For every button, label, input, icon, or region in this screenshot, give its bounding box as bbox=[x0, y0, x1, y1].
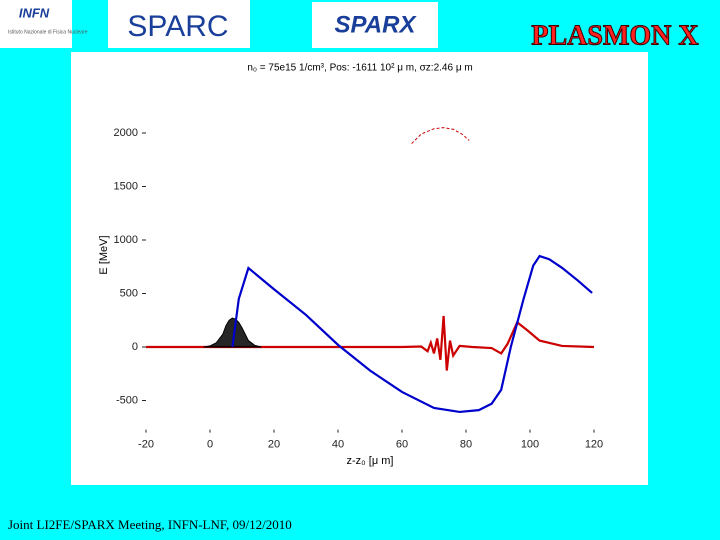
footer: Joint LI2FE/SPARX Meeting, INFN-LNF, 09/… bbox=[8, 517, 292, 532]
y-tick-label: 1500 bbox=[114, 180, 138, 192]
x-axis-label: z-z₀ [μ m] bbox=[347, 455, 394, 467]
x-tick-label: 100 bbox=[521, 439, 539, 451]
sparc-logo: SPARC bbox=[127, 10, 228, 43]
y-tick-label: 500 bbox=[120, 287, 138, 299]
y-tick-label: 0 bbox=[132, 341, 138, 353]
series-line bbox=[231, 254, 593, 414]
x-tick-label: -20 bbox=[138, 439, 154, 451]
sparx-logo: SPARX bbox=[335, 11, 418, 38]
x-tick-label: 60 bbox=[396, 439, 408, 451]
series-line bbox=[411, 127, 470, 145]
plasmon-logo: PLASMON X bbox=[531, 20, 698, 51]
x-tick-label: 0 bbox=[207, 439, 213, 451]
sparc-logo-box bbox=[108, 0, 250, 48]
x-tick-label: 120 bbox=[585, 439, 603, 451]
plot-frame bbox=[71, 52, 648, 485]
y-tick-label: 2000 bbox=[114, 127, 138, 139]
bunch-area bbox=[203, 317, 262, 348]
y-tick-label: -500 bbox=[116, 394, 138, 406]
x-tick-label: 20 bbox=[268, 439, 280, 451]
y-tick-label: 1000 bbox=[114, 234, 138, 246]
infn-logo-box bbox=[0, 0, 72, 48]
infn-logo: INFN bbox=[19, 5, 50, 20]
series-line bbox=[146, 315, 595, 371]
sparx-logo-box bbox=[312, 2, 438, 48]
x-tick-label: 80 bbox=[460, 439, 472, 451]
x-tick-label: 40 bbox=[332, 439, 344, 451]
y-axis-label: E [MeV] bbox=[98, 235, 110, 274]
chart-title: n₀ = 75e15 1/cm³, Pos: -1611 10² μ m, σz… bbox=[247, 63, 472, 74]
infn-subtitle: Istituto Nazionale di Fisica Nucleare bbox=[8, 29, 88, 35]
